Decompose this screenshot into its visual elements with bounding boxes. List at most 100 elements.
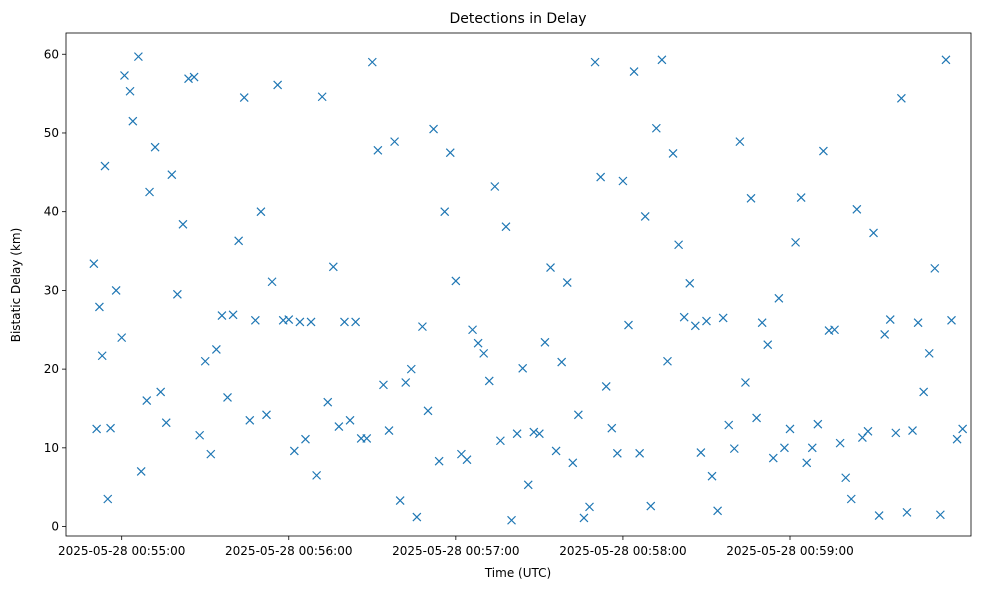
data-point [128, 116, 138, 126]
data-point [473, 338, 483, 348]
x-tick-label: 2025-05-28 00:57:00 [392, 544, 519, 558]
data-point [551, 446, 561, 456]
data-point [440, 207, 450, 217]
data-point [908, 426, 917, 435]
data-point [735, 137, 745, 147]
data-point [707, 471, 717, 481]
data-point [612, 448, 622, 458]
data-point [763, 340, 773, 350]
data-point [813, 419, 823, 429]
data-point [445, 148, 455, 158]
data-point [579, 513, 589, 523]
data-point [295, 317, 305, 327]
data-point [406, 364, 416, 374]
data-point [423, 406, 433, 416]
data-point [741, 378, 750, 387]
x-axis-ticks: 2025-05-28 00:55:00 2025-05-28 00:56:00 20… [58, 536, 854, 558]
data-point [234, 236, 244, 246]
data-point [479, 348, 489, 358]
data-point [401, 378, 411, 387]
data-point [807, 443, 817, 453]
data-point [702, 316, 711, 326]
data-point [874, 511, 884, 520]
data-point [490, 182, 500, 191]
data-point [713, 506, 723, 516]
data-point [189, 72, 199, 82]
data-point [256, 207, 266, 217]
data-point [117, 333, 127, 343]
data-point [518, 363, 528, 373]
data-point [468, 325, 477, 335]
data-point [111, 285, 121, 295]
data-point [367, 57, 377, 67]
data-point [802, 458, 812, 468]
data-point [568, 458, 578, 468]
data-point [930, 263, 940, 273]
data-point [685, 278, 695, 288]
data-point [317, 92, 327, 102]
data-point [106, 423, 115, 433]
data-point [284, 315, 294, 324]
y-axis-label: Bistatic Delay (km) [9, 228, 23, 343]
data-point [512, 429, 522, 439]
data-point [390, 137, 400, 147]
data-point [869, 228, 878, 238]
data-point [601, 382, 611, 391]
axes-frame [65, 32, 972, 537]
data-point [780, 443, 789, 453]
data-point [540, 337, 550, 347]
data-point [434, 456, 444, 466]
data-point [92, 424, 102, 434]
data-points [89, 52, 968, 525]
data-point [334, 422, 344, 432]
data-point [818, 146, 828, 156]
data-point [312, 470, 322, 480]
data-point [217, 311, 227, 321]
data-point [596, 172, 606, 182]
x-tick-label: 2025-05-28 00:55:00 [58, 544, 185, 558]
data-point [184, 74, 193, 84]
data-point [557, 357, 567, 367]
data-point [791, 237, 800, 247]
data-point [752, 413, 762, 423]
plot-area: 2025-05-28 00:55:00 2025-05-28 00:56:00 20… [44, 32, 972, 558]
data-point [891, 428, 901, 438]
data-point [785, 424, 795, 434]
y-tick-label: 10 [44, 441, 59, 455]
data-point [211, 345, 221, 354]
data-point [323, 397, 333, 407]
data-point [223, 393, 232, 402]
data-point [384, 426, 394, 435]
data-point [562, 278, 572, 287]
data-point [429, 124, 438, 134]
data-point [941, 55, 951, 65]
data-point [668, 149, 678, 158]
data-point [462, 455, 472, 465]
data-point [507, 515, 516, 525]
data-point [379, 380, 388, 390]
data-point [142, 396, 152, 406]
y-tick-label: 30 [44, 283, 59, 297]
data-point [696, 448, 706, 457]
data-point [913, 318, 923, 328]
data-point [635, 448, 645, 458]
y-axis-ticks: 0 10 20 30 40 50 60 [44, 47, 66, 534]
data-point [250, 315, 260, 325]
data-point [896, 93, 906, 103]
data-point [273, 80, 283, 90]
data-point [952, 434, 962, 444]
data-point [746, 193, 756, 203]
data-point [573, 410, 583, 420]
data-point [958, 424, 968, 434]
x-tick-label: 2025-05-28 00:56:00 [225, 544, 352, 558]
data-point [880, 330, 890, 339]
data-point [690, 321, 700, 331]
data-point [629, 67, 639, 76]
data-point [830, 325, 839, 335]
data-point [103, 494, 113, 504]
data-point [306, 317, 316, 327]
data-point [796, 193, 806, 202]
data-point [718, 313, 728, 323]
data-point [267, 277, 277, 287]
data-point [120, 71, 129, 80]
